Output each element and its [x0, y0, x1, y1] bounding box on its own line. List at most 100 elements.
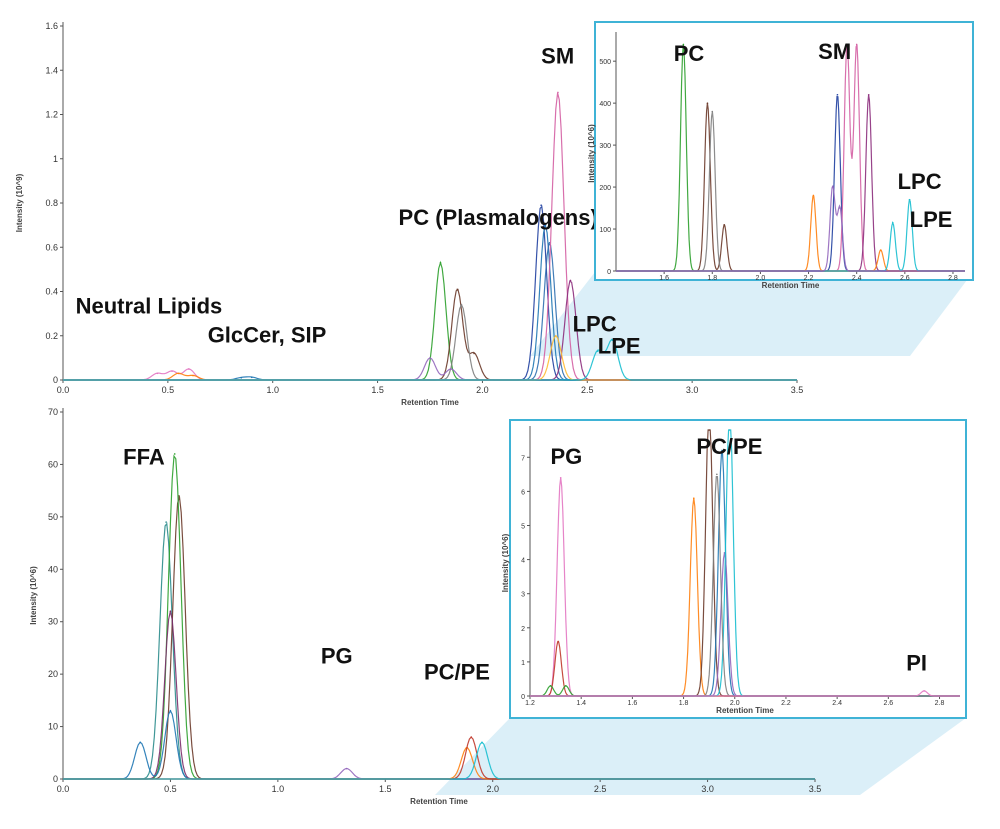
bottom-inset-annotation: PG: [550, 444, 582, 469]
bottom-inset-peak-point: [559, 476, 562, 479]
top-inset-peak-point: [891, 221, 894, 224]
top-x-tick-label: 1.5: [371, 385, 384, 395]
bottom-inset-peak-point: [549, 684, 552, 687]
top-inset-peak-point: [706, 102, 709, 104]
bottom-inset-x-tick-label: 2.8: [935, 700, 945, 707]
top-inset-y-tick-label: 500: [599, 59, 611, 66]
top-series-13: [63, 338, 797, 381]
bottom-inset-x-tick-label: 2.4: [832, 700, 842, 707]
top-y-tick-label: 0.4: [45, 287, 58, 297]
top-peak-point: [473, 352, 475, 355]
bottom-inset-peak-point: [728, 429, 731, 431]
bottom-x-tick-label: 2.5: [594, 784, 607, 794]
top-inset-y-tick-label: 0: [607, 269, 611, 276]
top-zoom-wedge: [530, 272, 973, 356]
top-inset-peak-point: [836, 93, 839, 96]
bottom-inset-x-tick-label: 1.2: [525, 700, 535, 707]
bottom-x-axis-label: Retention Time: [410, 797, 468, 806]
top-peak-point: [596, 350, 599, 353]
bottom-inset-peak-point: [721, 449, 723, 452]
top-x-tick-label: 0.0: [57, 385, 70, 395]
top-peak-point: [250, 376, 253, 379]
bottom-peak-point: [470, 736, 473, 738]
top-y-tick-label: 0: [53, 375, 58, 385]
top-peak-point: [460, 303, 463, 306]
top-x-axis-label: Retention Time: [401, 398, 459, 407]
top-inset-y-tick-label: 200: [599, 185, 611, 192]
top-inset-x-axis-label: Retention Time: [762, 281, 820, 290]
top-annotation: LPC: [573, 311, 617, 336]
bottom-y-tick-label: 0: [53, 774, 58, 784]
top-peak-point: [548, 242, 551, 244]
top-inset-peak-point: [867, 93, 870, 96]
top-peak-point: [188, 368, 190, 370]
top-inset-peak-point: [846, 43, 848, 46]
top-y-tick-label: 0.6: [45, 242, 58, 252]
bottom-inset-x-tick-label: 2.0: [730, 700, 740, 707]
top-inset-plot: 1.6 1.8 2.0 2.2 2.4 2.6 2.8 0 100 200 300 400 500 Ret…: [587, 32, 965, 290]
bottom-inset-peak-point: [565, 684, 567, 687]
top-x-tick-label: 1.0: [266, 385, 279, 395]
bottom-y-tick-label: 20: [48, 669, 58, 679]
top-peak-point: [540, 204, 542, 207]
top-peak-point: [544, 224, 547, 226]
top-x-tick-label: 0.5: [162, 385, 175, 395]
bottom-y-tick-label: 50: [48, 512, 58, 522]
top-inset-y-tick-label: 100: [599, 227, 611, 234]
top-peak-point: [569, 279, 572, 282]
bottom-peak-point: [345, 767, 348, 770]
bottom-x-tick-label: 2.0: [486, 784, 499, 794]
top-inset-x-tick-label: 2.6: [900, 275, 910, 282]
bottom-inset-frame: [509, 419, 967, 719]
bottom-inset-y-tick-label: 5: [521, 523, 525, 530]
bottom-inset-y-tick-label: 6: [521, 489, 525, 496]
top-peak-point: [557, 91, 559, 94]
top-annotation: GlcCer, SIP: [208, 322, 327, 347]
top-peak-point: [611, 339, 614, 341]
bottom-inset-y-tick-label: 7: [521, 455, 525, 462]
top-inset-x-tick-label: 2.2: [804, 275, 814, 282]
bottom-y-tick-label: 30: [48, 617, 58, 627]
bottom-inset-peak-point: [923, 690, 925, 692]
bottom-series-8: [63, 741, 815, 780]
top-inset-x-tick-label: 2.8: [948, 275, 958, 282]
top-inset-frame: [594, 21, 974, 281]
top-inset-annotation: LPE: [910, 207, 953, 232]
top-x-tick-label: 2.5: [581, 385, 594, 395]
top-peak-point: [456, 288, 459, 291]
top-series-1: [63, 372, 797, 381]
bottom-inset-y-axis-label: Intensity (10^6): [501, 533, 510, 592]
bottom-peak-point: [169, 610, 172, 613]
bottom-inset-peak-point: [693, 497, 695, 500]
top-inset-peak-point: [711, 110, 714, 113]
top-inset-annotation: SM: [818, 39, 851, 64]
top-inset-peak-point: [812, 194, 815, 197]
bottom-x-tick-label: 0.0: [57, 784, 70, 794]
bottom-inset-x-axis-label: Retention Time: [716, 706, 774, 715]
bottom-inset-y-tick-label: 3: [521, 592, 525, 599]
top-y-tick-label: 0.2: [45, 331, 58, 341]
top-annotation: SM: [541, 44, 574, 69]
top-x-tick-label: 2.0: [476, 385, 489, 395]
top-inset-peak-point: [855, 43, 858, 46]
bottom-x-tick-label: 3.0: [701, 784, 714, 794]
bottom-peak-point: [178, 495, 180, 497]
bottom-plot: 0.0 0.5 1.0 1.5 2.0 2.5 3.0 3.5010203040506070R…: [29, 407, 821, 806]
top-inset-annotation: LPC: [898, 169, 942, 194]
bottom-inset-y-tick-label: 1: [521, 660, 525, 667]
bottom-inset-peak-point: [708, 429, 710, 431]
top-y-tick-label: 1.4: [45, 65, 58, 75]
top-inset-annotation: PC: [674, 41, 705, 66]
bottom-zoom-wedge: [435, 718, 966, 795]
top-peak-point: [439, 261, 442, 264]
top-inset-x-tick-label: 2.4: [852, 275, 862, 282]
top-y-tick-label: 1: [53, 154, 58, 164]
top-y-tick-label: 0.8: [45, 198, 58, 208]
top-x-tick-label: 3.5: [791, 385, 804, 395]
top-inset-y-tick-label: 400: [599, 101, 611, 108]
top-inset-peak-point: [908, 198, 911, 201]
bottom-inset-x-tick-label: 1.4: [576, 700, 586, 707]
bottom-annotation: PG: [321, 644, 353, 669]
bottom-x-tick-label: 0.5: [164, 784, 177, 794]
bottom-y-axis-label: Intensity (10^6): [29, 566, 38, 625]
